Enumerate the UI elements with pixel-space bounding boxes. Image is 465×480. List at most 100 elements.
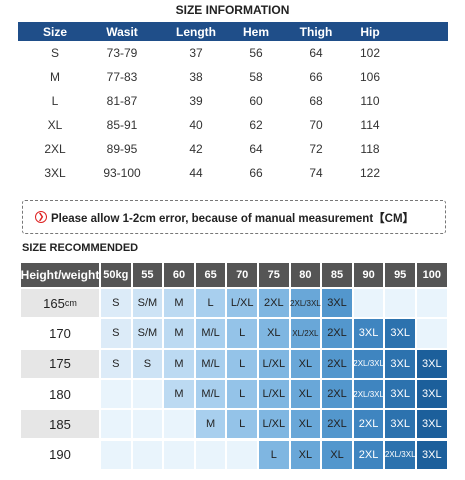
- cell: 89-95: [106, 142, 138, 156]
- cell: XL: [258, 318, 290, 349]
- cell: 81-87: [106, 94, 138, 108]
- cell: [194, 439, 227, 470]
- cell: XL: [289, 378, 322, 410]
- cell: 2XL/3XL: [352, 378, 385, 410]
- cell: L/XL: [258, 378, 290, 410]
- row-header: 175: [20, 348, 100, 379]
- cell: 2XL: [321, 318, 353, 349]
- cell: 60: [249, 94, 263, 108]
- column-header: 90: [352, 262, 385, 288]
- column-header: Hip: [360, 25, 380, 39]
- cell: L/XL: [258, 409, 290, 440]
- cell: L/XL: [258, 348, 290, 379]
- row-header: 185: [20, 409, 100, 440]
- cell: 106: [359, 70, 381, 84]
- cell: 3XL: [44, 166, 66, 180]
- cell: L/XL: [226, 288, 258, 319]
- title: SIZE INFORMATION: [175, 3, 290, 17]
- cell: 68: [309, 94, 323, 108]
- cell: M: [50, 70, 60, 84]
- height: 165: [43, 295, 65, 311]
- cell: M: [163, 288, 195, 319]
- cell: M: [163, 348, 195, 379]
- cell: [163, 439, 195, 470]
- cell: 40: [189, 118, 203, 132]
- column-header: Length: [176, 25, 216, 39]
- cell: 66: [249, 166, 263, 180]
- column-header: 50kg: [100, 262, 132, 288]
- cell: 2XL: [321, 348, 353, 379]
- column-header: Height/weight: [20, 262, 100, 288]
- column-header: 100: [416, 262, 448, 288]
- cell: [100, 409, 132, 440]
- cell: M/L: [194, 348, 227, 379]
- column-header: Size: [42, 25, 67, 39]
- cell: L: [258, 439, 290, 470]
- cell: 2XL: [44, 142, 66, 156]
- cell: 110: [360, 94, 380, 108]
- height: 190: [49, 447, 71, 463]
- cell: S: [100, 288, 132, 319]
- cell: [163, 409, 195, 440]
- cell: 2XL: [352, 439, 385, 470]
- row-header: 190: [20, 439, 100, 470]
- cell: S: [100, 318, 132, 349]
- cell: 44: [189, 166, 203, 180]
- cell: 93-100: [103, 166, 141, 180]
- note: Please allow 1-2cm error, because of man…: [51, 213, 415, 225]
- cell: XL: [47, 118, 63, 132]
- cell: 56: [249, 46, 263, 60]
- note-box: ❯ Please allow 1-2cm error, because of ma…: [22, 200, 446, 234]
- cell: [384, 288, 416, 319]
- row-header: 165 cm: [20, 288, 100, 319]
- cell: XL/2XL: [289, 318, 322, 349]
- height: 175: [49, 356, 71, 372]
- column-header: 70: [226, 262, 258, 288]
- cell: 2XL/3XL: [384, 439, 416, 470]
- row-header: 170: [20, 318, 100, 349]
- cell: 2XL/3XL: [352, 348, 385, 379]
- cell: 3XL: [416, 439, 448, 470]
- cell: 39: [189, 94, 203, 108]
- row-header: 180: [20, 378, 100, 410]
- cell: 122: [359, 166, 381, 180]
- cell: L: [51, 94, 59, 108]
- cell: [416, 318, 448, 349]
- cell: L: [226, 348, 258, 379]
- cell: M/L: [194, 378, 227, 410]
- cell: 64: [309, 46, 323, 60]
- cell: 77-83: [106, 70, 138, 84]
- cell: S/M: [131, 318, 164, 349]
- column-header: Hem: [242, 25, 269, 39]
- icon: ❯: [35, 211, 47, 223]
- cell: 102: [359, 46, 381, 60]
- cell: L: [226, 318, 258, 349]
- cell: 2XL: [321, 409, 353, 440]
- title: SIZE RECOMMENDED: [22, 242, 139, 254]
- cell: 3XL: [384, 409, 416, 440]
- cell: S: [100, 348, 132, 379]
- cell: 42: [189, 142, 203, 156]
- cell: [226, 439, 258, 470]
- cell: 85-91: [106, 118, 138, 132]
- cell: 2XL/3XL: [289, 288, 322, 319]
- cell: 3XL: [416, 378, 448, 410]
- cell: M/L: [194, 318, 227, 349]
- cell: L: [226, 378, 258, 410]
- cell: 73-79: [106, 46, 138, 60]
- cell: 118: [360, 142, 380, 156]
- cell: 72: [309, 142, 323, 156]
- cell: L: [226, 409, 258, 440]
- height: 185: [49, 416, 71, 432]
- cell: 3XL: [416, 409, 448, 440]
- cell: XL: [289, 348, 322, 379]
- cell: 2XL: [352, 409, 385, 440]
- cell: 2XL: [321, 378, 353, 410]
- column-header: 60: [163, 262, 195, 288]
- column-header: 65: [194, 262, 227, 288]
- cell: 3XL: [384, 348, 416, 379]
- column-header: 95: [384, 262, 416, 288]
- cell: 2XL: [258, 288, 290, 319]
- cell: 64: [249, 142, 263, 156]
